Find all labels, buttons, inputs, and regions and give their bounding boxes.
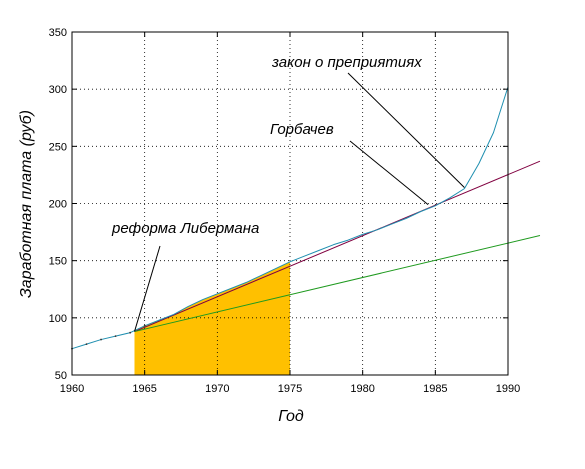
- x-tick-label: 1960: [60, 383, 84, 395]
- series-line-1: [134, 160, 541, 333]
- y-tick-label: 100: [49, 313, 67, 325]
- x-axis-title: Год: [278, 408, 304, 425]
- annotation-pointer: [134, 245, 161, 332]
- series-line-2: [134, 235, 541, 333]
- y-tick-label: 200: [49, 199, 67, 211]
- x-tick-label: 1980: [350, 383, 374, 395]
- annotation-pointer: [349, 140, 429, 206]
- annotation-pointer: [347, 72, 465, 188]
- y-tick-label: 150: [49, 256, 67, 268]
- annotation-label: реформа Либермана: [111, 220, 259, 237]
- annotation-label: Горбачев: [270, 121, 334, 138]
- y-tick-label: 300: [49, 84, 67, 96]
- series-point: [143, 324, 146, 327]
- x-tick-label: 1975: [278, 383, 302, 395]
- x-tick-label: 1985: [423, 383, 447, 395]
- x-tick-label: 1965: [132, 383, 156, 395]
- series-point: [100, 338, 102, 341]
- annotation-label: закон о преприятиях: [271, 54, 422, 71]
- series-point: [129, 331, 132, 334]
- y-tick-label: 350: [49, 27, 67, 39]
- y-axis-title: Заработная плата (руб): [18, 110, 35, 298]
- shaded-region: [134, 261, 290, 375]
- x-tick-label: 1970: [205, 383, 229, 395]
- y-tick-label: 250: [49, 141, 67, 153]
- series-point: [114, 335, 117, 338]
- x-tick-label: 1990: [496, 383, 520, 395]
- y-tick-label: 50: [55, 370, 67, 382]
- series-point: [85, 343, 88, 346]
